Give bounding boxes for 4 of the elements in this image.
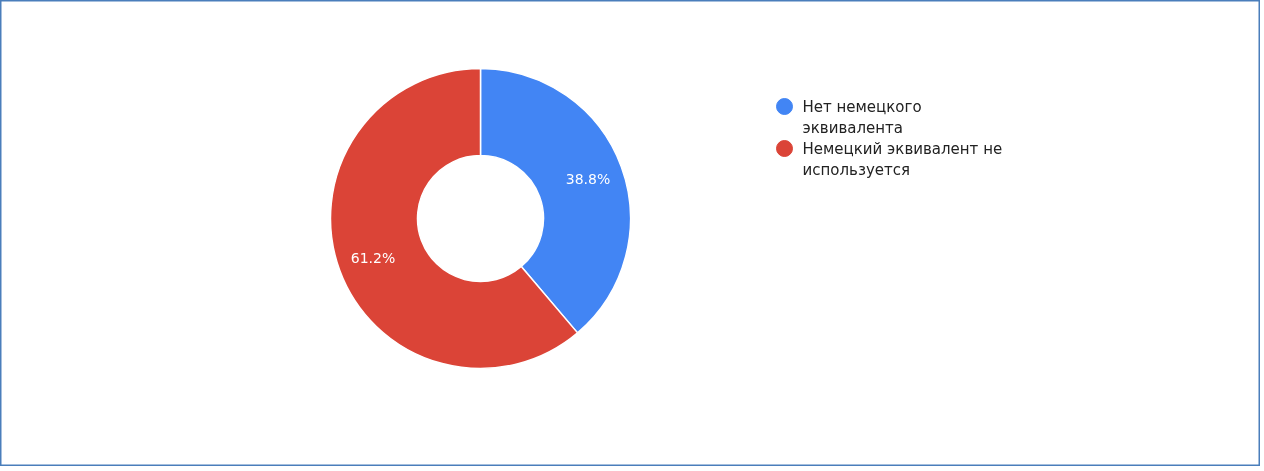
legend-label: Нет немецкого эквивалента: [802, 97, 922, 138]
data-label: 61.2%: [350, 249, 396, 266]
legend-label: Немецкий эквивалент не используется: [802, 139, 1003, 180]
data-label: 38.8%: [565, 171, 611, 188]
